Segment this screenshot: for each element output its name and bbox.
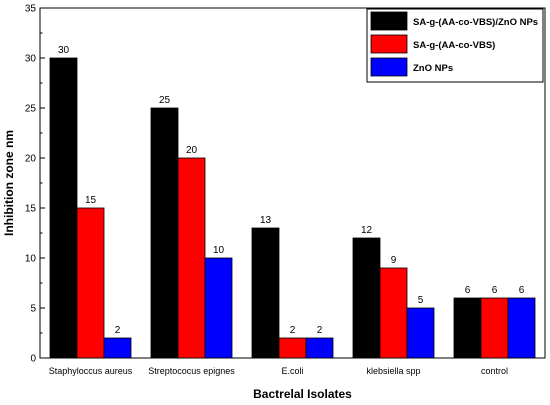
x-tick-label: E.coli — [281, 366, 303, 376]
x-tick-label: Staphyloccus aureus — [49, 366, 133, 376]
data-label: 6 — [519, 285, 525, 296]
y-tick-label: 35 — [25, 4, 37, 15]
y-tick-label: 30 — [25, 54, 37, 65]
bar — [379, 267, 408, 359]
bar — [49, 57, 78, 359]
y-tick-label: 25 — [25, 104, 37, 115]
data-label: 20 — [186, 145, 198, 156]
bar — [251, 227, 280, 359]
bar — [278, 337, 307, 359]
legend-entry: ZnO NPs — [413, 63, 453, 74]
y-axis: 0 5 10 15 20 25 30 35 — [25, 4, 45, 365]
bars — [49, 57, 536, 359]
data-label: 2 — [290, 325, 296, 336]
data-label: 30 — [58, 45, 70, 56]
bar — [507, 297, 536, 359]
y-tick-label: 0 — [30, 354, 36, 365]
data-label: 25 — [159, 95, 171, 106]
data-label: 15 — [85, 195, 97, 206]
bar — [76, 207, 105, 359]
y-tick-label: 15 — [25, 204, 37, 215]
x-tick-label: control — [481, 366, 508, 376]
legend-swatch — [370, 57, 408, 77]
data-label: 10 — [213, 245, 225, 256]
data-label: 6 — [465, 285, 471, 296]
legend-swatch — [370, 34, 408, 54]
bar — [453, 297, 482, 359]
y-tick-label: 5 — [30, 304, 36, 315]
x-axis-title: Bactrelal Isolates — [253, 387, 352, 401]
bar — [177, 157, 206, 359]
bar — [103, 337, 132, 359]
data-label: 2 — [317, 325, 323, 336]
bar — [150, 107, 179, 359]
bar — [204, 257, 233, 359]
data-label: 13 — [260, 215, 272, 226]
data-label: 12 — [361, 225, 373, 236]
legend-swatch — [370, 11, 408, 31]
data-label: 6 — [492, 285, 498, 296]
x-tick-label: Streptococus epignes — [148, 366, 235, 376]
legend-entry: SA-g-(AA-co-VBS) — [413, 40, 495, 51]
data-label: 5 — [418, 295, 424, 306]
legend-entry: SA-g-(AA-co-VBS)/ZnO NPs — [413, 17, 538, 28]
bar — [305, 337, 334, 359]
legend: SA-g-(AA-co-VBS)/ZnO NPs SA-g-(AA-co-VBS)… — [366, 8, 544, 83]
x-tick-label: klebsiella spp — [366, 366, 420, 376]
data-label: 9 — [391, 255, 397, 266]
bar — [352, 237, 381, 359]
y-tick-label: 10 — [25, 254, 37, 265]
data-labels: 30 15 2 25 20 10 13 2 2 12 9 5 6 6 6 — [58, 45, 525, 336]
data-label: 2 — [115, 325, 121, 336]
y-axis-title: Inhibition zone nm — [2, 130, 16, 236]
bar — [406, 307, 435, 359]
bar — [480, 297, 509, 359]
y-tick-label: 20 — [25, 154, 37, 165]
